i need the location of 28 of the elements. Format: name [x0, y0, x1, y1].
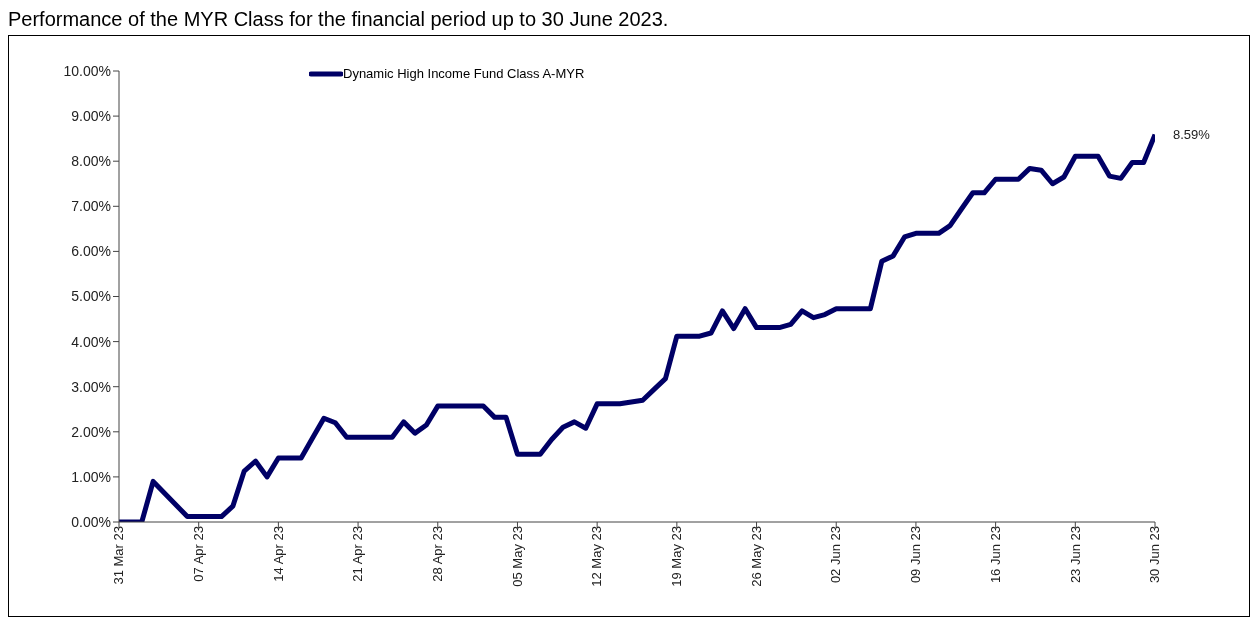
x-tick-label: 21 Apr 23 — [350, 526, 366, 582]
x-tick-label: 12 May 23 — [589, 526, 605, 587]
x-tick-label: 05 May 23 — [509, 526, 525, 587]
y-tick-label: 1.00% — [71, 468, 111, 485]
x-tick-label: 16 Jun 23 — [987, 526, 1003, 584]
y-tick-label: 0.00% — [71, 513, 111, 530]
y-tick-label: 8.00% — [71, 153, 111, 170]
x-tick-label: 26 May 23 — [748, 526, 764, 587]
y-tick-label: 3.00% — [71, 378, 111, 395]
x-tick-label: 07 Apr 23 — [190, 526, 206, 582]
y-tick-label: 9.00% — [71, 108, 111, 125]
y-tick-label: 10.00% — [63, 62, 111, 79]
annotation: 8.59% — [1173, 127, 1211, 143]
legend-label: Dynamic High Income Fund Class A-MYR — [343, 66, 585, 81]
x-tick-label: 14 Apr 23 — [270, 526, 286, 582]
chart-title: Performance of the MYR Class for the financial period up to 30 June 2023. — [8, 8, 670, 32]
y-tick-label: 4.00% — [71, 333, 111, 350]
x-tick-label: 28 Apr 23 — [430, 526, 445, 582]
x-tick-label: 31 Mar 23 — [111, 526, 127, 585]
x-tick-label: 02 Jun 23 — [828, 526, 844, 584]
y-tick-label: 2.00% — [71, 423, 111, 440]
y-tick-label: 7.00% — [71, 198, 111, 215]
y-tick-label: 5.00% — [71, 288, 111, 305]
x-tick-label: 30 Jun 23 — [1147, 526, 1163, 584]
x-tick-label: 19 May 23 — [669, 526, 685, 587]
x-tick-label: 23 Jun 23 — [1067, 526, 1083, 584]
y-tick-label: 6.00% — [71, 243, 111, 260]
x-tick-label: 09 Jun 23 — [908, 526, 924, 584]
